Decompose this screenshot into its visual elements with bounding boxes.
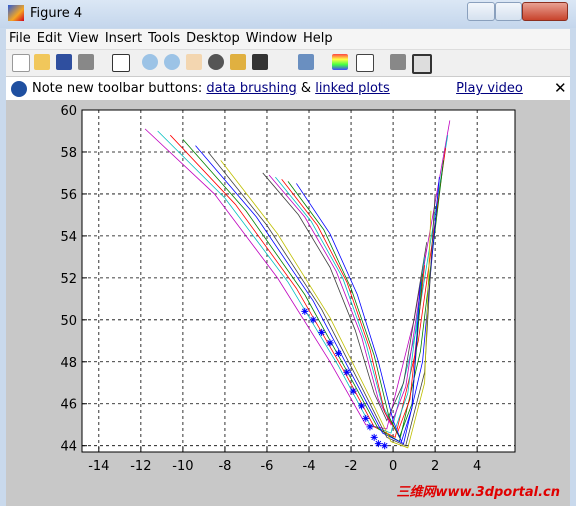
marker	[370, 433, 378, 441]
curve	[144, 120, 451, 430]
marker	[326, 339, 334, 347]
marker	[334, 349, 342, 357]
curve	[296, 183, 421, 443]
close-button[interactable]	[522, 2, 568, 21]
hide-tools-button[interactable]	[390, 54, 406, 70]
plot-area	[82, 110, 515, 452]
marker	[343, 368, 351, 376]
zoom-in-button[interactable]	[142, 54, 158, 70]
menu-item[interactable]: Desktop	[186, 31, 240, 46]
x-tick-label: -14	[88, 459, 109, 474]
pan-button[interactable]	[186, 54, 202, 70]
info-close[interactable]: ✕	[554, 79, 567, 97]
y-tick-label: 60	[60, 104, 77, 119]
curve	[268, 174, 428, 426]
y-tick-label: 48	[60, 356, 77, 371]
menu-item[interactable]: Edit	[36, 31, 62, 46]
x-tick-label: 2	[431, 459, 439, 474]
x-tick-label: -10	[172, 459, 193, 474]
info-text: Note new toolbar buttons: data brushing …	[32, 81, 523, 96]
y-tick-label: 58	[60, 146, 77, 161]
x-tick-label: 0	[389, 459, 397, 474]
marker	[318, 328, 326, 336]
x-tick-label: -12	[130, 459, 151, 474]
watermark: 三维网www.3dportal.cn	[396, 485, 560, 500]
x-tick-label: -8	[218, 459, 231, 474]
new-button[interactable]	[12, 54, 30, 72]
curve	[262, 172, 428, 422]
menu-item[interactable]: Help	[303, 31, 333, 46]
window-title: Figure 4	[30, 6, 83, 21]
link-button[interactable]	[298, 54, 314, 70]
minimize-button[interactable]	[467, 2, 495, 21]
marker	[381, 442, 389, 450]
print-button[interactable]	[78, 54, 94, 70]
x-tick-label: -6	[260, 459, 273, 474]
linked-plots-link[interactable]: linked plots	[315, 81, 390, 96]
info-bar: Note new toolbar buttons: data brushing …	[6, 76, 570, 101]
menu-item[interactable]: Window	[245, 31, 298, 46]
curve	[182, 139, 444, 443]
menu-item[interactable]: Tools	[148, 31, 181, 46]
y-tick-label: 44	[60, 440, 77, 455]
marker	[362, 414, 370, 422]
toolbar	[6, 49, 570, 76]
y-tick-label: 50	[60, 314, 77, 329]
brush-button[interactable]	[252, 54, 268, 70]
y-tick-label: 56	[60, 188, 77, 203]
curve	[275, 176, 426, 430]
menu-bar: File Edit View Insert Tools Desktop Window Help	[6, 29, 570, 49]
datacursor-button[interactable]	[230, 54, 246, 70]
menu-item[interactable]: Insert	[104, 31, 143, 46]
y-tick-label: 54	[60, 230, 77, 245]
save-button[interactable]	[56, 54, 72, 70]
curve	[281, 178, 426, 435]
select-button[interactable]	[112, 54, 130, 72]
menu-item[interactable]: File	[9, 31, 31, 46]
show-tools-button[interactable]	[412, 54, 432, 74]
x-tick-label: -4	[303, 459, 316, 474]
maximize-button[interactable]	[495, 2, 522, 21]
x-tick-label: 4	[473, 459, 481, 474]
open-button[interactable]	[34, 54, 50, 70]
marker	[349, 387, 357, 395]
menu-item[interactable]: View	[67, 31, 99, 46]
y-tick-label: 52	[60, 272, 77, 287]
marker	[309, 316, 317, 324]
info-note: Note new toolbar buttons:	[32, 81, 203, 96]
data-brushing-link[interactable]: data brushing	[206, 81, 297, 96]
curve	[220, 160, 432, 449]
marker	[358, 402, 366, 410]
marker	[301, 307, 309, 315]
zoom-out-button[interactable]	[164, 54, 180, 70]
info-joiner: &	[300, 81, 312, 96]
legend-button[interactable]	[356, 54, 374, 72]
marker	[366, 423, 374, 431]
rotate-button[interactable]	[208, 54, 224, 70]
title-bar: Figure 4	[0, 0, 576, 28]
curve	[287, 181, 423, 439]
app-icon	[8, 5, 24, 21]
colorbar-button[interactable]	[332, 54, 348, 70]
marker	[374, 440, 382, 448]
curve	[195, 145, 440, 445]
play-video-link[interactable]: Play video	[456, 81, 523, 96]
x-tick-label: -2	[345, 459, 358, 474]
y-tick-label: 46	[60, 398, 77, 413]
curve	[207, 151, 436, 447]
info-icon	[11, 81, 27, 97]
axes-box	[81, 109, 516, 453]
